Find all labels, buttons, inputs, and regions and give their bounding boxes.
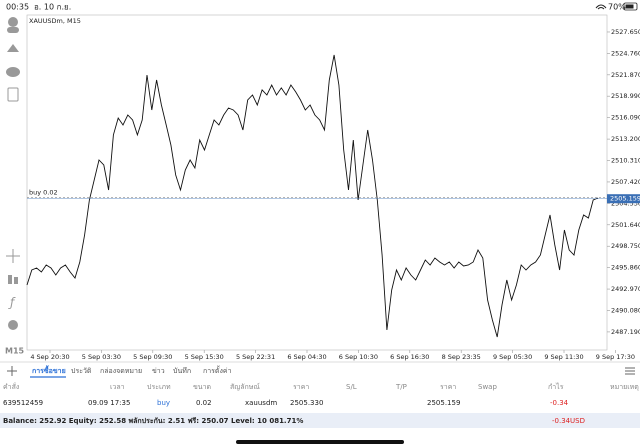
objects-icon[interactable] [8,320,18,330]
status-date: อ. 10 ก.ย. [34,3,71,12]
x-tick-label: 5 Sep 22:31 [236,353,275,361]
column-header: ราคา [293,383,309,391]
currency: USD [570,417,585,425]
battery-level [625,4,634,9]
y-tick-label: 2527.650 [611,28,640,36]
x-tick-label: 6 Sep 10:30 [339,353,378,361]
cell-type: buy [157,399,170,407]
y-tick-label: 2490.080 [611,306,640,314]
x-tick-label: 9 Sep 17:30 [596,353,635,361]
column-header: Swap [478,383,497,391]
y-tick-label: 2487.190 [611,328,640,336]
y-tick-label: 2518.990 [611,92,640,100]
x-tick-label: 6 Sep 04:30 [287,353,326,361]
account-icon-body [7,27,19,33]
y-tick-label: 2521.870 [611,71,640,79]
x-tick-label: 5 Sep 15:30 [185,353,224,361]
x-tick-label: 6 Sep 16:30 [390,353,429,361]
tab[interactable]: การซื้อขาย [32,364,66,375]
toolbar: ƒ [6,17,20,330]
wifi-icon [595,4,607,10]
indicator-icon[interactable] [8,275,12,284]
cell-price: 2505.159 [427,399,460,407]
x-tick-label: 5 Sep 09:30 [133,353,172,361]
cell-symbol: xauusdm [245,399,277,407]
column-header: ขนาด [193,383,211,391]
positions-table: คำสั่ง เวลา ประเภท ขนาด สัญลักษณ์ ราคา S/L T/P ร… [3,382,639,407]
tab[interactable]: ประวัติ [71,367,92,375]
add-button[interactable] [7,366,17,376]
chart-frame [26,14,608,351]
y-tick-label: 2510.310 [611,157,640,165]
account-icon[interactable] [8,17,18,27]
y-tick-label: 2507.420 [611,178,640,186]
column-header: สัญลักษณ์ [230,383,260,391]
tab[interactable]: บันทึก [173,366,191,375]
function-icon[interactable]: ƒ [8,296,16,310]
cell-profit: -0.34 [550,399,569,407]
balance-bar [0,413,640,428]
y-tick-label: 2495.860 [611,264,640,272]
price-line [26,54,599,338]
battery-icon [623,2,638,11]
tab[interactable]: ข่าว [152,367,165,375]
buy-line-label: buy 0.02 [29,188,58,196]
y-tick-label: 2498.750 [611,242,640,250]
tabs: การซื้อขาย ประวัติ กล่องจดหมาย ข่าว บันทึก กา… [30,364,232,378]
y-tick-label: 2513.200 [611,135,640,143]
x-tick-label: 4 Sep 20:30 [30,353,69,361]
chart: 2527.650 2524.760 2521.870 2518.990 2516.090… [26,28,640,361]
column-header: T/P [395,383,407,391]
y-tick-label: 2516.090 [611,114,640,122]
column-header: คำสั่ง [3,382,19,391]
current-price-label: 2505.159 [610,195,640,203]
y-tick-label: 2501.640 [611,221,640,229]
column-header: ประเภท [147,383,171,391]
column-header: เวลา [110,383,125,391]
total-profit: -0.34 [552,417,571,425]
y-tick-label: 2492.970 [611,285,640,293]
tab[interactable]: การตั้งค่า [203,364,232,375]
column-header: หมายเหตุ [610,383,639,391]
x-tick-label: 9 Sep 05:30 [493,353,532,361]
current-price-box [607,194,640,204]
cell-order: 639512459 [3,399,43,407]
x-tick-label: 8 Sep 23:35 [442,353,481,361]
column-header: ราคา [440,383,456,391]
y-tick-label: 2504.530 [611,199,640,207]
cell-open-price: 2505.330 [290,399,323,407]
column-header: กำไร [548,382,564,391]
balance-text: Balance: 252.92 Equity: 252.58 พลักประกั… [3,417,303,425]
home-indicator [236,440,404,444]
y-tick-label: 2524.760 [611,49,640,57]
column-header: S/L [346,383,357,391]
trade-icon[interactable] [7,44,19,52]
status-time: 00:35 [6,3,29,12]
cell-time: 09.09 17:35 [88,399,130,407]
x-tick-label: 9 Sep 11:30 [544,353,583,361]
menu-button[interactable] [625,367,635,375]
crosshair-icon[interactable] [6,249,20,263]
x-tick-label: 5 Sep 03:30 [82,353,121,361]
chat-icon[interactable] [6,67,20,77]
chart-title: XAUUSDm, M15 [29,17,81,25]
timeframe-button[interactable]: M15 [5,347,25,356]
indicator-icon-2 [14,277,18,284]
new-order-icon[interactable] [7,87,19,102]
cell-volume: 0.02 [196,399,212,407]
battery-text: 70% [608,3,626,12]
tab[interactable]: กล่องจดหมาย [100,367,142,375]
